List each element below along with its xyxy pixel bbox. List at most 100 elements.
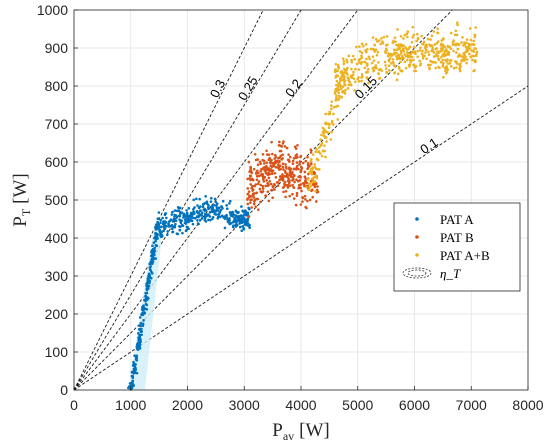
data-point-pat-b xyxy=(299,165,303,169)
data-point-pat-a-b xyxy=(377,61,380,64)
data-point-pat-a-b xyxy=(452,39,456,42)
data-point-pat-a-b xyxy=(400,55,404,58)
data-point-pat-a xyxy=(183,221,187,225)
data-point-pat-a-b xyxy=(308,186,311,189)
data-point-pat-b xyxy=(246,202,250,206)
data-point-pat-a-b xyxy=(315,158,319,161)
data-point-pat-a xyxy=(199,218,202,222)
data-point-pat-b xyxy=(247,215,251,218)
data-point-pat-a-b xyxy=(449,31,453,35)
data-point-pat-b xyxy=(273,182,276,186)
y-axis-ticks: 0 100 200 300 400 500 600 700 800 900 1000 xyxy=(37,2,78,398)
data-point-pat-b xyxy=(306,162,310,165)
data-point-pat-a-b xyxy=(305,185,308,189)
data-point-pat-a xyxy=(186,217,190,220)
data-point-pat-a-b xyxy=(317,150,321,153)
data-point-pat-a-b xyxy=(340,95,344,99)
data-point-pat-a-b xyxy=(432,51,436,54)
data-point-pat-a xyxy=(242,214,245,218)
data-point-pat-a-b xyxy=(339,77,342,81)
efficiency-line xyxy=(73,9,359,391)
data-point-pat-b xyxy=(267,167,271,170)
data-point-pat-b xyxy=(265,149,268,153)
x-tick-label: 2000 xyxy=(172,397,203,413)
data-point-pat-a xyxy=(170,213,174,216)
data-point-pat-b xyxy=(273,188,276,191)
data-point-pat-a-b xyxy=(333,70,337,74)
data-point-pat-b xyxy=(308,164,311,168)
y-tick-label: 0 xyxy=(60,382,68,398)
data-point-pat-a-b xyxy=(357,58,361,62)
data-point-pat-b xyxy=(261,175,265,179)
data-point-pat-a-b xyxy=(393,36,397,39)
data-point-pat-a xyxy=(192,198,195,202)
data-point-pat-a xyxy=(205,200,209,204)
data-point-pat-b xyxy=(296,143,299,147)
data-point-pat-b xyxy=(299,176,303,179)
data-point-pat-a-b xyxy=(437,50,440,54)
data-point-pat-a-b xyxy=(408,45,412,49)
data-point-pat-a xyxy=(160,225,163,229)
data-point-pat-a-b xyxy=(360,73,364,76)
data-point-pat-a-b xyxy=(368,57,371,61)
data-point-pat-a-b xyxy=(371,36,375,39)
data-point-pat-b xyxy=(270,169,274,173)
data-point-pat-a-b xyxy=(372,48,376,51)
data-point-pat-a xyxy=(244,213,248,216)
data-point-pat-a xyxy=(138,316,142,319)
data-point-pat-a xyxy=(213,197,217,201)
data-point-pat-a-b xyxy=(392,61,395,64)
data-point-pat-a-b xyxy=(332,105,336,109)
data-point-pat-a xyxy=(248,223,251,227)
data-point-pat-a xyxy=(212,210,216,213)
data-point-pat-a xyxy=(132,369,135,373)
data-point-pat-b xyxy=(298,160,301,163)
data-point-pat-b xyxy=(252,193,255,197)
data-point-pat-b xyxy=(257,174,261,178)
data-point-pat-a-b xyxy=(460,41,463,44)
data-point-pat-a-b xyxy=(343,82,346,85)
data-point-pat-a xyxy=(139,324,142,328)
data-point-pat-a xyxy=(241,220,244,224)
data-point-pat-a-b xyxy=(321,130,325,134)
data-point-pat-b xyxy=(270,152,274,156)
data-point-pat-a-b xyxy=(341,90,344,94)
data-point-pat-a-b xyxy=(345,58,349,62)
data-point-pat-b xyxy=(308,198,312,202)
data-point-pat-a-b xyxy=(394,40,397,44)
data-point-pat-b xyxy=(280,177,283,181)
data-point-pat-a-b xyxy=(411,58,415,62)
data-point-pat-a-b xyxy=(324,112,327,116)
data-point-pat-a xyxy=(173,209,177,212)
data-point-pat-a xyxy=(167,224,170,228)
data-point-pat-a xyxy=(146,276,150,280)
data-point-pat-a-b xyxy=(393,52,396,56)
data-point-pat-a-b xyxy=(405,51,409,54)
y-tick-label: 1000 xyxy=(37,2,68,18)
data-point-pat-b xyxy=(267,199,271,203)
data-point-pat-a-b xyxy=(413,45,416,49)
y-tick-label: 300 xyxy=(45,268,69,284)
data-point-pat-b xyxy=(256,169,259,173)
efficiency-line xyxy=(73,9,302,391)
data-point-pat-a-b xyxy=(431,48,434,51)
data-point-pat-a xyxy=(171,210,174,214)
y-tick-label: 500 xyxy=(45,192,69,208)
x-axis-label: Pav [W] xyxy=(272,420,330,443)
data-point-pat-a-b xyxy=(350,58,353,62)
data-point-pat-a xyxy=(175,209,179,213)
data-point-pat-a-b xyxy=(379,42,382,46)
data-point-pat-a-b xyxy=(336,69,339,73)
data-point-pat-a-b xyxy=(341,85,345,88)
x-tick-label: 8000 xyxy=(512,397,543,413)
data-point-pat-a xyxy=(141,322,145,326)
data-point-pat-a-b xyxy=(448,62,452,65)
data-point-pat-a xyxy=(177,214,181,218)
data-point-pat-a-b xyxy=(326,131,330,134)
data-point-pat-a-b xyxy=(399,60,402,64)
data-point-pat-a xyxy=(175,216,179,219)
data-point-pat-a xyxy=(198,209,202,213)
data-point-pat-a-b xyxy=(341,57,345,60)
data-point-pat-a xyxy=(200,217,204,220)
data-point-pat-a-b xyxy=(336,74,340,78)
